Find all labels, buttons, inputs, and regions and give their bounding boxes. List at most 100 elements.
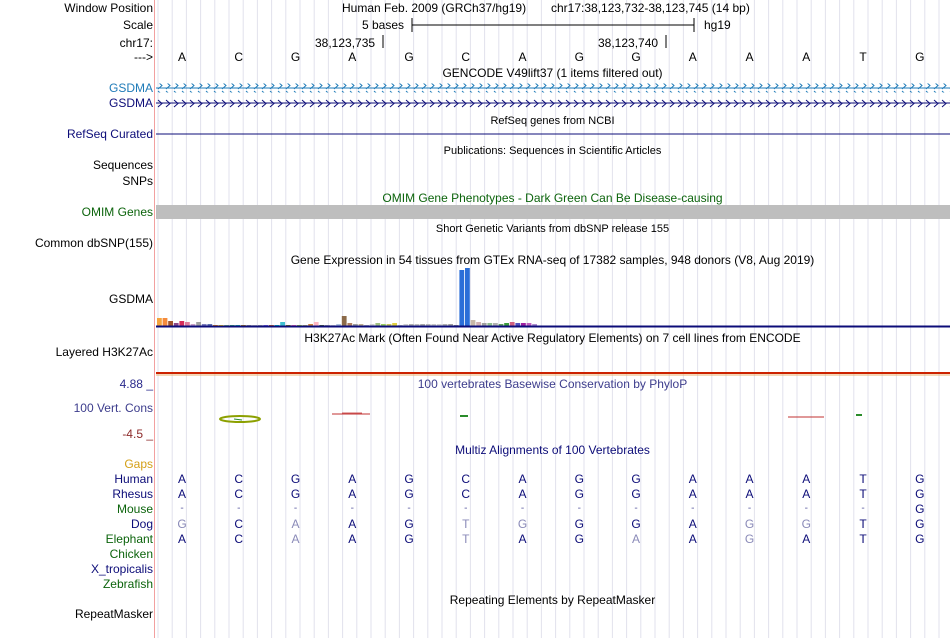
range-text[interactable]: chr17:38,123,732-38,123,745 (14 bp) <box>551 1 750 15</box>
gtex-tissue-bar <box>308 324 313 326</box>
multiz-base: - <box>293 503 298 514</box>
multiz-base: G <box>744 517 755 531</box>
multiz-base: T <box>859 472 867 486</box>
scale-text: 5 bases <box>362 18 405 32</box>
multiz-base: T <box>859 487 867 501</box>
gtex-tissue-bar <box>201 324 207 326</box>
reference-base: A <box>348 50 357 64</box>
multiz-base: - <box>747 503 752 514</box>
gtex-tissue-bar <box>409 324 414 326</box>
dbsnp-label[interactable]: Common dbSNP(155) <box>34 236 153 250</box>
multiz-base: - <box>180 503 184 514</box>
scale-bar <box>411 18 695 32</box>
gtex-gene-label[interactable]: GSDMA <box>108 292 153 306</box>
multiz-species-label[interactable]: Mouse <box>116 502 153 516</box>
h3k27ac-label[interactable]: Layered H3K27Ac <box>55 345 153 359</box>
gtex-tissue-bar <box>358 324 364 326</box>
multiz-species-label[interactable]: X_tropicalis <box>90 562 153 576</box>
multiz-base: - <box>464 503 468 514</box>
coord-ticks <box>382 35 667 48</box>
gtex-tissue-bar <box>347 323 353 326</box>
multiz-base: G <box>404 517 414 531</box>
gtex-expression-bars[interactable] <box>156 266 950 328</box>
gtex-track-title[interactable]: Gene Expression in 54 tissues from GTEx … <box>290 253 815 267</box>
assembly-text: Human Feb. 2009 (GRCh37/hg19) <box>342 1 527 15</box>
multiz-base: G <box>404 487 414 501</box>
conservation-track-title[interactable]: 100 vertebrates Basewise Conservation by… <box>417 377 688 391</box>
publications-label-sequences[interactable]: Sequences <box>92 158 153 172</box>
publications-label-snps[interactable]: SNPs <box>122 174 153 188</box>
h3k27ac-track-title[interactable]: H3K27Ac Mark (Often Found Near Active Re… <box>304 331 801 345</box>
multiz-gaps-label[interactable]: Gaps <box>124 457 153 471</box>
gtex-tissue-bar <box>459 270 465 326</box>
scale-assembly: hg19 <box>704 18 731 32</box>
multiz-species-label[interactable]: Rhesus <box>112 487 153 501</box>
multiz-base: G <box>177 517 187 531</box>
gtex-tissue-bar <box>498 324 504 326</box>
gtex-tissue-bar <box>437 324 442 326</box>
multiz-track-title[interactable]: Multiz Alignments of 100 Vertebrates <box>455 443 650 457</box>
reference-base: A <box>688 50 697 64</box>
gtex-tissue-bar <box>313 322 319 326</box>
repeatmasker-track-title[interactable]: Repeating Elements by RepeatMasker <box>449 593 656 607</box>
gencode-item-1[interactable]: GSDMA <box>108 81 153 95</box>
omim-track-title[interactable]: OMIM Gene Phenotypes - Dark Green Can Be… <box>382 191 723 205</box>
multiz-base: G <box>290 472 301 486</box>
gencode-track-title[interactable]: GENCODE V49lift37 (1 items filtered out) <box>442 66 663 80</box>
multiz-base: - <box>861 503 865 514</box>
reference-base: G <box>574 50 584 64</box>
multiz-base: - <box>237 503 241 514</box>
refseq-label[interactable]: RefSeq Curated <box>66 127 153 141</box>
reference-base: A <box>802 50 811 64</box>
publications-track-title[interactable]: Publications: Sequences in Scientific Ar… <box>443 145 662 157</box>
gencode-item-2[interactable]: GSDMA <box>108 96 153 110</box>
multiz-base: G <box>574 532 584 546</box>
conservation-signal[interactable] <box>156 408 950 428</box>
multiz-base: T <box>859 517 867 531</box>
multiz-base: A <box>688 532 697 546</box>
multiz-species-label[interactable]: Chicken <box>109 547 153 561</box>
multiz-species-label[interactable]: Dog <box>130 517 153 531</box>
reference-base: G <box>915 50 925 64</box>
gtex-tissue-bar <box>521 323 526 326</box>
gtex-tissue-bar <box>375 323 381 326</box>
multiz-species-label[interactable]: Elephant <box>105 532 153 546</box>
multiz-base: T <box>859 532 867 546</box>
gencode-gene-models[interactable] <box>156 81 950 111</box>
gtex-tissue-bar <box>526 323 532 326</box>
multiz-base: - <box>691 503 695 514</box>
multiz-base: A <box>688 472 697 486</box>
multiz-base: C <box>234 472 244 486</box>
dbsnp-track-title[interactable]: Short Genetic Variants from dbSNP releas… <box>435 223 670 235</box>
gtex-tissue-bar <box>425 324 431 326</box>
multiz-species-label[interactable]: Zebrafish <box>102 577 153 591</box>
multiz-base: T <box>462 517 470 531</box>
strand-label: ---> <box>134 50 153 64</box>
omim-phenotype-bar[interactable] <box>156 205 950 219</box>
gtex-tissue-bar <box>341 316 347 326</box>
repeatmasker-label[interactable]: RepeatMasker <box>74 607 153 621</box>
chrom-label: chr17: <box>119 36 153 50</box>
refseq-gene-line[interactable] <box>156 126 950 142</box>
gtex-tissue-bar <box>369 324 375 326</box>
multiz-base: G <box>290 487 301 501</box>
gtex-tissue-bar <box>420 324 425 326</box>
multiz-base: A <box>518 532 527 546</box>
gtex-tissue-bar <box>157 318 162 326</box>
conservation-max: 4.88 _ <box>119 377 153 391</box>
reference-base: A <box>518 50 527 64</box>
gtex-tissue-bar <box>185 322 190 326</box>
h3k27ac-signal-line[interactable] <box>156 370 950 378</box>
multiz-base: G <box>631 517 641 531</box>
reference-base: G <box>290 50 301 64</box>
multiz-base: - <box>634 503 638 514</box>
label-divider <box>154 0 155 638</box>
refseq-track-title[interactable]: RefSeq genes from NCBI <box>490 115 615 127</box>
multiz-base: G <box>404 472 414 486</box>
omim-label[interactable]: OMIM Genes <box>81 205 153 219</box>
multiz-base: T <box>462 532 470 546</box>
conservation-label[interactable]: 100 Vert. Cons <box>73 401 153 415</box>
multiz-species-label[interactable]: Human <box>114 472 153 486</box>
multiz-base: A <box>631 532 640 546</box>
multiz-base: A <box>802 532 811 546</box>
